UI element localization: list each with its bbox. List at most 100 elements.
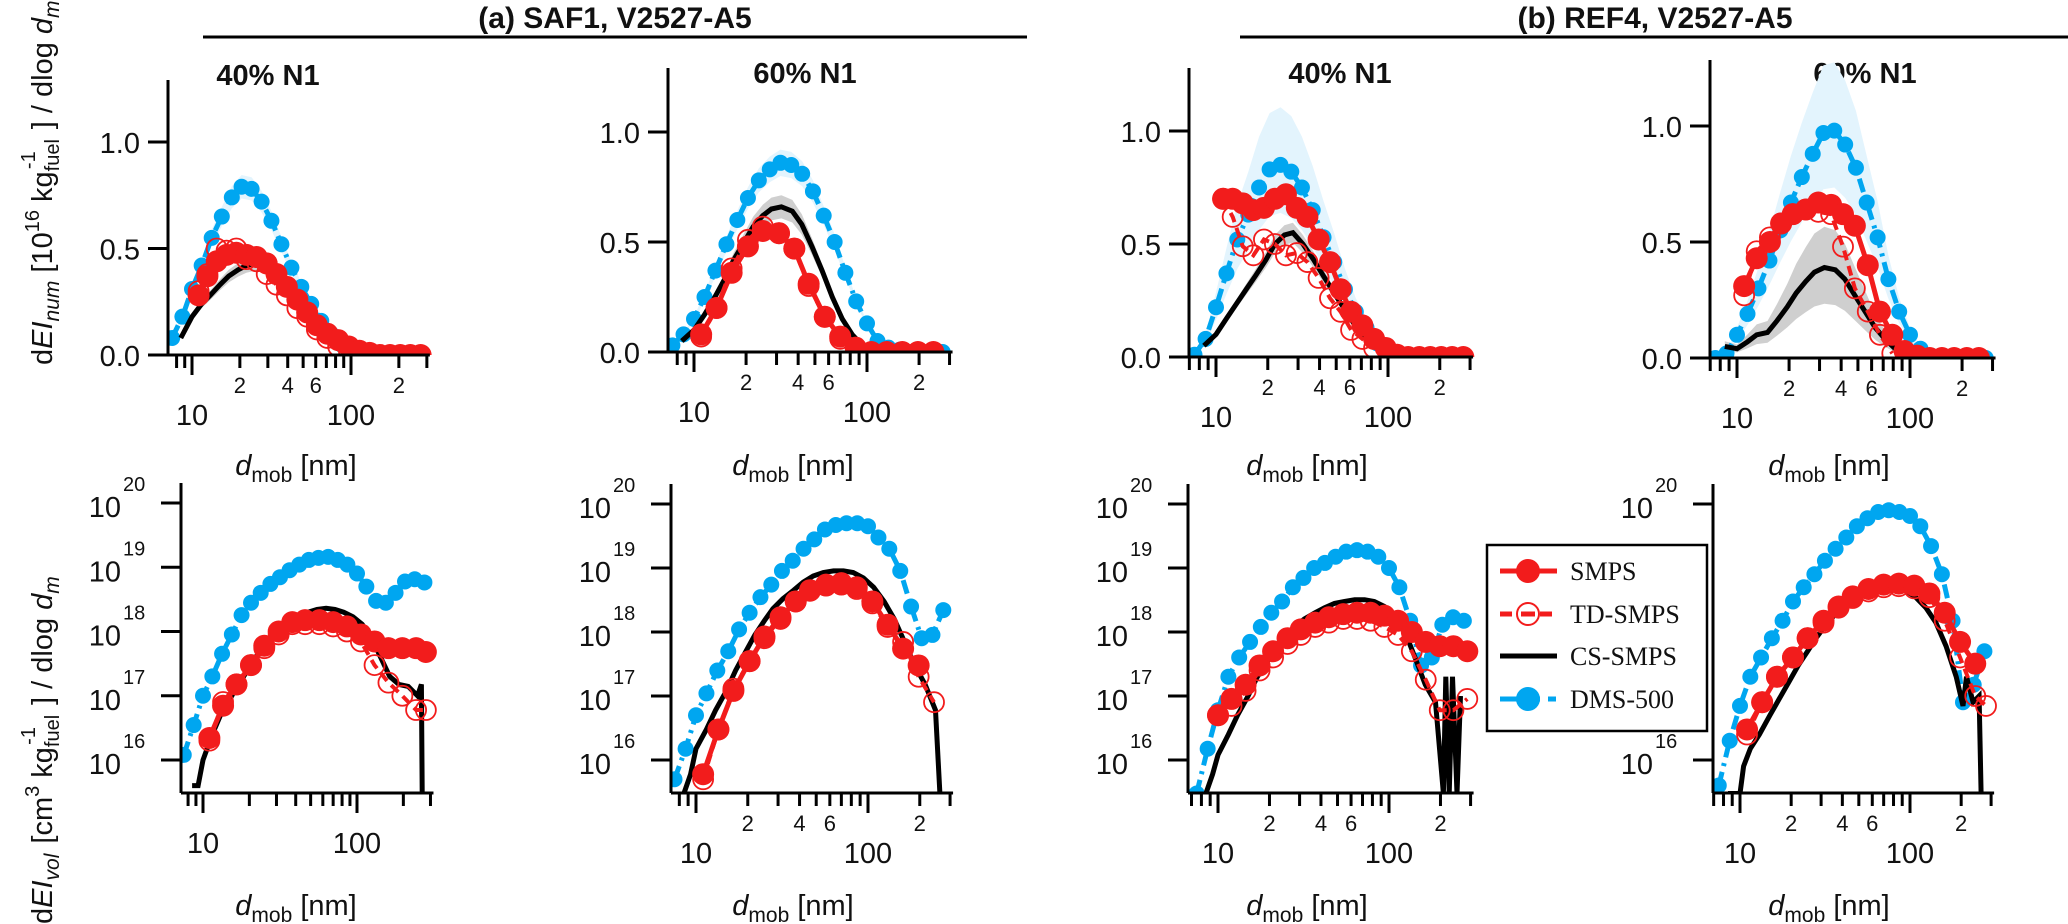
panel-2: 60% N1 2 4 6 2 10 100 dmob [nm] 0.0 0.5 1.0 bbox=[600, 58, 953, 487]
x-minor-tick-label: 2 bbox=[1955, 811, 1967, 836]
smps-point bbox=[409, 344, 432, 355]
dms-500-point bbox=[935, 602, 952, 619]
dms-500-point bbox=[1739, 305, 1756, 322]
dms-500-point bbox=[223, 626, 240, 643]
dms-500-point bbox=[1837, 136, 1854, 153]
smps-point bbox=[1262, 640, 1285, 663]
dms-500-point bbox=[1858, 194, 1875, 211]
dms-500-point bbox=[1732, 697, 1748, 714]
y-tick-label: 1.0 bbox=[1642, 112, 1682, 144]
td-smps-point bbox=[1307, 266, 1330, 289]
td-smps-point bbox=[377, 671, 400, 694]
plot-area bbox=[1189, 107, 1475, 357]
y-tick-label: 0.0 bbox=[600, 338, 640, 370]
y-tick-label: 10 bbox=[1096, 493, 1128, 525]
smps-point bbox=[1745, 247, 1768, 270]
x-axis-label: dmob [nm] bbox=[235, 450, 356, 487]
smps-point bbox=[1975, 0, 1997, 11]
dms-500-point bbox=[1263, 604, 1280, 621]
dms-500-point bbox=[739, 190, 756, 206]
dms-500-point bbox=[784, 552, 801, 569]
x-major-tick-label: 10 bbox=[187, 828, 219, 860]
x-major-tick-label: 100 bbox=[1365, 838, 1413, 870]
x-minor-tick-label: 6 bbox=[1865, 376, 1877, 401]
smps-point bbox=[1812, 609, 1835, 632]
dms-500-point bbox=[763, 576, 780, 593]
y-tick-exponent: 20 bbox=[1130, 475, 1152, 497]
smps-point bbox=[736, 235, 759, 258]
td-smps-point bbox=[935, 0, 955, 10]
smps-point bbox=[692, 763, 715, 786]
dms-500-point bbox=[1923, 538, 1940, 555]
dms-500-point bbox=[1381, 560, 1397, 576]
plot-area bbox=[1713, 0, 1997, 793]
smps-point bbox=[922, 341, 945, 352]
x-minor-tick-label: 2 bbox=[742, 811, 754, 836]
panel-title: 60% N1 bbox=[753, 58, 856, 90]
dms-500-point bbox=[1274, 593, 1291, 610]
dms-500-point bbox=[214, 645, 231, 662]
td-smps-point bbox=[405, 699, 428, 721]
y-tick-label: 10 bbox=[1096, 685, 1128, 717]
x-minor-tick-label: 6 bbox=[1866, 811, 1878, 836]
dms-500-point bbox=[1284, 579, 1301, 596]
smps-point bbox=[892, 637, 915, 660]
dms-500-point bbox=[223, 189, 240, 206]
smps-point bbox=[1758, 231, 1781, 253]
y-tick-label: 0.5 bbox=[1121, 230, 1161, 262]
smps-point bbox=[769, 606, 792, 629]
y-tick-label: 1.0 bbox=[100, 128, 140, 160]
plot-area bbox=[168, 175, 432, 355]
dms-500-point bbox=[698, 685, 715, 702]
y-tick-exponent: 20 bbox=[1655, 475, 1677, 497]
smps-point bbox=[1881, 323, 1904, 346]
smps-point bbox=[1918, 582, 1941, 605]
dms-500-point bbox=[1218, 265, 1235, 282]
td-smps-point bbox=[363, 654, 386, 676]
smps-point bbox=[813, 305, 836, 328]
smps-point bbox=[720, 261, 743, 284]
dms-500-point bbox=[1774, 612, 1791, 629]
td-smps-point bbox=[923, 691, 945, 714]
y-tick-exponent: 17 bbox=[613, 667, 635, 689]
dms-500-point bbox=[794, 165, 811, 182]
smps-point bbox=[934, 0, 956, 11]
plot-area bbox=[671, 0, 956, 793]
td-smps-point bbox=[1456, 688, 1479, 710]
legend-item-cs-smps: CS-SMPS bbox=[1500, 642, 1677, 671]
dms-500-point bbox=[1242, 633, 1259, 650]
group-header-b: (b) REF4, V2527-A5 bbox=[1240, 2, 2068, 39]
dms-500-point bbox=[204, 668, 221, 685]
dms-500-point bbox=[1793, 169, 1810, 186]
smps-point bbox=[1733, 275, 1756, 298]
x-minor-tick-label: 6 bbox=[1345, 811, 1357, 836]
y-tick-exponent: 17 bbox=[123, 667, 145, 689]
smps-point bbox=[1964, 652, 1987, 675]
smps-point bbox=[722, 679, 745, 702]
x-major-tick-label: 100 bbox=[843, 397, 891, 429]
td-smps-point bbox=[391, 684, 414, 707]
series-td-smps-line bbox=[207, 622, 426, 742]
dms-500-point bbox=[709, 662, 726, 679]
dms-500-point bbox=[718, 236, 735, 253]
smps-point bbox=[768, 222, 791, 245]
dms-500-point bbox=[1891, 303, 1908, 320]
dms-500-point bbox=[263, 212, 280, 229]
dms-500-point bbox=[1455, 612, 1472, 629]
dms-500-point bbox=[903, 598, 920, 615]
x-axis-label: dmob [nm] bbox=[732, 450, 853, 487]
dms-500-point bbox=[1880, 271, 1897, 288]
dms-500-point bbox=[804, 183, 821, 200]
dms-500-point bbox=[358, 578, 375, 595]
dms-500-point bbox=[243, 180, 260, 197]
y-tick-label: 10 bbox=[1096, 621, 1128, 653]
x-major-tick-label: 10 bbox=[1724, 838, 1756, 870]
dms-500-point bbox=[1742, 668, 1759, 685]
dms-500-point bbox=[1912, 518, 1929, 535]
dms-500-point bbox=[1208, 299, 1224, 316]
smps-point bbox=[751, 220, 774, 242]
